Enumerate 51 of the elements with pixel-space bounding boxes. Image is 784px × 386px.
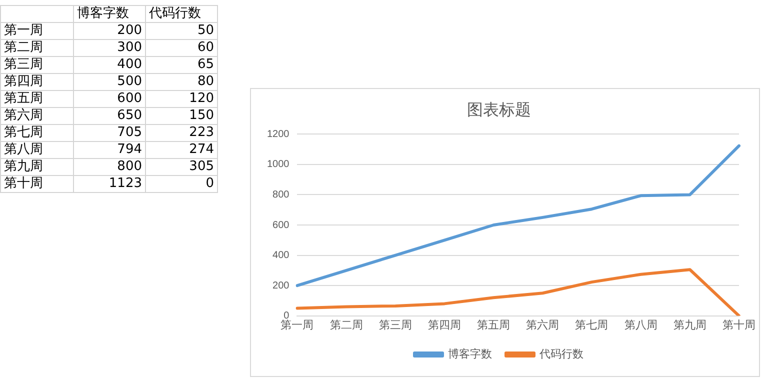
legend-label: 博客字数 [448,348,492,361]
data-label: 65 [146,56,218,74]
data-label: 400 [74,56,146,74]
data-label: 223 [146,124,218,142]
data-label: 500 [74,74,146,90]
category-label: 第三周 [0,56,74,74]
data-label: 800 [74,158,146,176]
x-tick-label: 第九周 [673,318,706,332]
y-tick-label: 800 [272,189,290,200]
category-label: 第四周 [0,74,74,90]
category-label: 第五周 [0,90,74,108]
x-tick-label: 第一周 [280,319,314,332]
x-tick-label: 第八周 [624,319,658,332]
data-label: 600 [74,90,146,108]
x-tick-label: 第十周 [722,318,756,332]
x-tick-label: 第六周 [526,318,560,332]
data-label: 50 [146,22,218,40]
y-tick-label: 600 [272,220,290,231]
text: 代码行数 [146,6,218,22]
data-label: 60 [146,40,218,56]
text: 博客字数 [74,6,146,22]
category-label: 第一周 [0,22,74,40]
x-tick-label: 第五周 [477,319,510,332]
y-tick-label: 200 [272,280,290,292]
x-tick-label: 第二周 [330,319,363,332]
data-label: 0 [146,176,218,192]
category-label: 第六周 [0,108,74,124]
data-label: 200 [74,22,146,40]
data-label: 1123 [74,176,146,192]
x-tick-label: 第三周 [378,319,412,332]
category-label: 第九周 [0,158,74,176]
data-label: 80 [146,74,218,90]
data-label: 794 [74,142,146,158]
category-label: 第七周 [0,124,74,142]
y-tick-label: 400 [272,250,290,262]
category-label: 第二周 [0,40,74,56]
data-label: 150 [146,108,218,124]
y-tick-label: 1000 [266,159,290,170]
x-tick-label: 第七周 [575,318,608,332]
chart-title: 图表标题 [467,100,531,119]
data-label: 300 [74,40,146,56]
legend-label: 代码行数 [538,348,584,361]
x-tick-label: 第四周 [428,319,461,332]
data-label: 120 [146,90,218,108]
data-label: 305 [146,158,218,176]
data-label: 705 [74,124,146,142]
data-label: 274 [146,142,218,158]
category-label: 第八周 [0,142,74,158]
data-label: 650 [74,108,146,124]
y-tick-label: 1200 [266,128,290,140]
category-label: 第十周 [0,176,74,192]
